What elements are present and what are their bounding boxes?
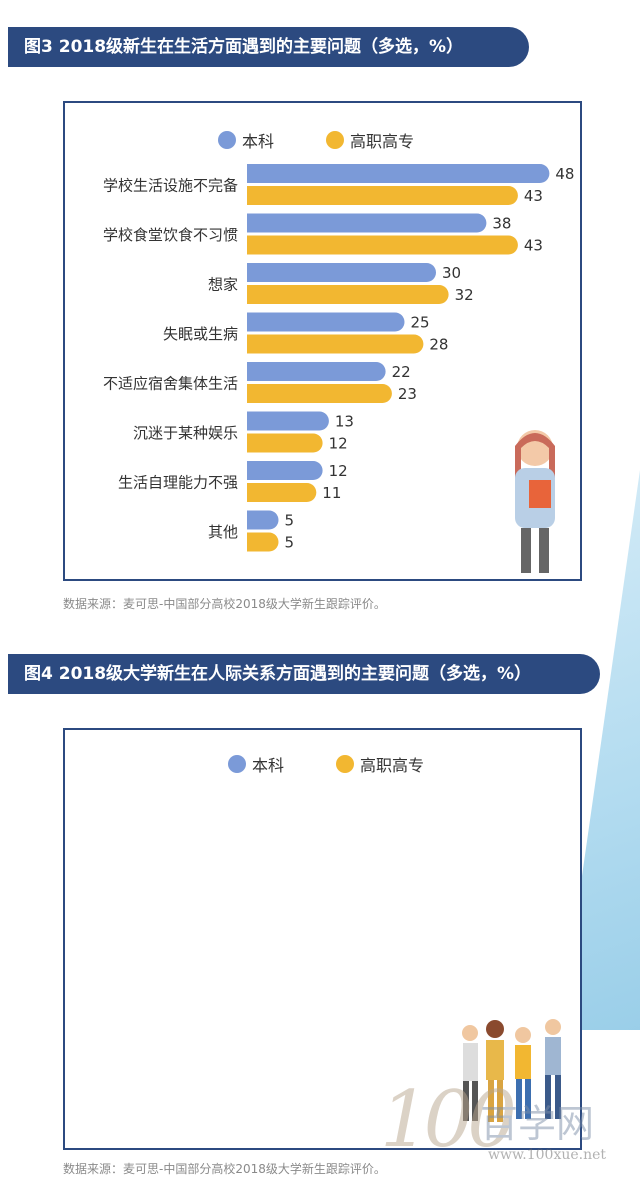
legend-dot-benke-2 — [228, 755, 246, 773]
watermark-url: www.100xue.net — [488, 1147, 607, 1163]
chart2-source: 数据来源：麦可思-中国部分高校2018级大学新生跟踪评价。 — [63, 1162, 386, 1176]
watermark-cn: 百学网 — [480, 1102, 595, 1146]
chart1-source: 数据来源：麦可思-中国部分高校2018级大学新生跟踪评价。 — [63, 597, 386, 611]
watermark: 100 百学网 www.100xue.net — [380, 1075, 630, 1175]
legend-dot-gaozhi-2 — [336, 755, 355, 773]
legend-label-benke-2: 本科 — [252, 756, 285, 775]
chart1-title: 图3 2018级新生在生活方面遇到的主要问题（多选，%） — [8, 27, 529, 67]
girl-illustration — [515, 430, 555, 573]
students-illustration — [462, 1019, 561, 1122]
legend-label-gaozhi-2: 高职高专 — [360, 756, 425, 775]
legend-dot-gaozhi — [326, 131, 345, 149]
legend-label-benke: 本科 — [242, 132, 275, 151]
chart2-legend: 本科 高职高专 — [228, 752, 424, 776]
legend-label-gaozhi: 高职高专 — [350, 132, 415, 151]
watermark-digits: 100 — [380, 1075, 517, 1165]
chart2-title: 图4 2018级大学新生在人际关系方面遇到的主要问题（多选，%） — [8, 654, 600, 694]
legend-dot-benke — [218, 131, 236, 149]
chart1-legend: 本科 高职高专 — [218, 128, 414, 152]
